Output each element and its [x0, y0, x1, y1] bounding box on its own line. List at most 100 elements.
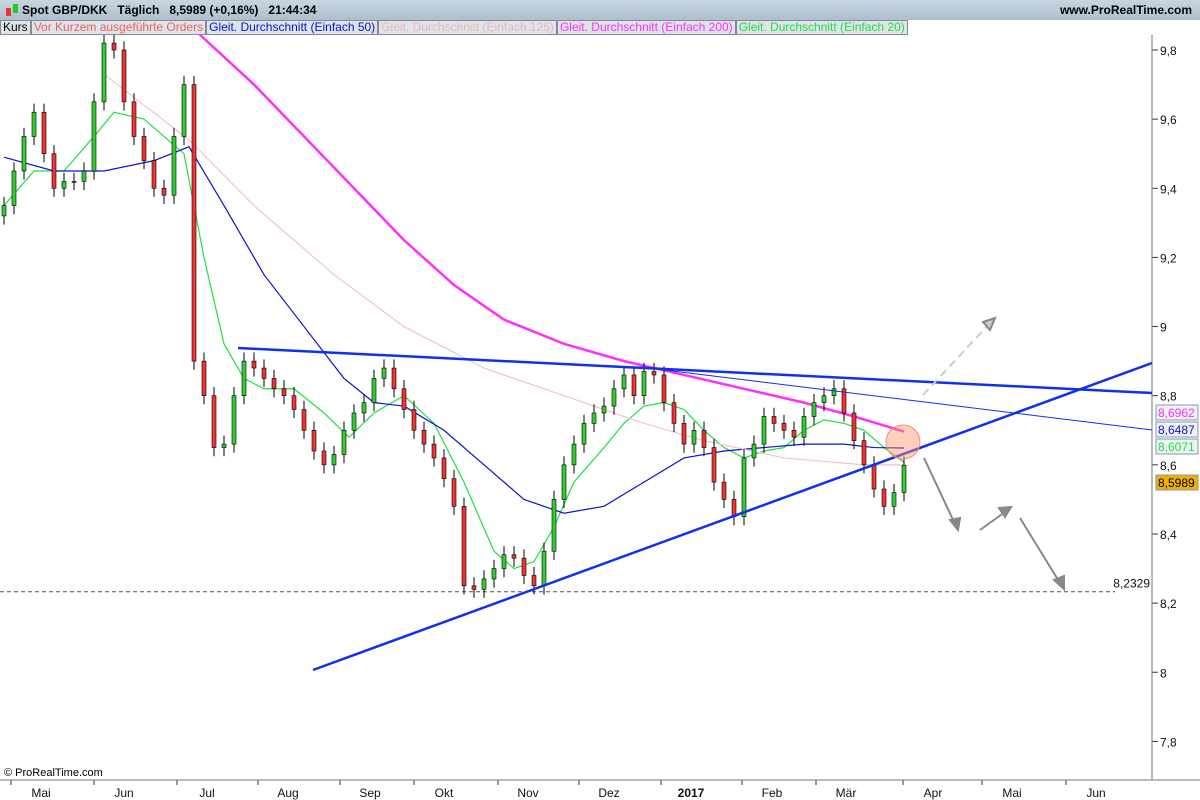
candle [161, 179, 167, 204]
candle [11, 162, 17, 215]
copyright: © ProRealTime.com [4, 767, 103, 779]
x-tick-label: Okt [435, 786, 454, 800]
candle [861, 431, 867, 474]
candle [481, 570, 487, 598]
price-tag-label: 8,6071 [1158, 440, 1195, 454]
legend-item[interactable]: Kurs [0, 20, 31, 35]
candle [491, 559, 497, 588]
x-tick-label: Sep [359, 786, 381, 800]
price-tag [1155, 421, 1199, 438]
candle [331, 445, 337, 474]
legend-item[interactable]: Gleit. Durchschnitt (Einfach 20) [735, 20, 908, 35]
candle [351, 404, 357, 439]
candle [841, 380, 847, 422]
highlight-circle [885, 424, 921, 460]
candle [661, 366, 667, 412]
support-level-label: 8,2329 [1113, 577, 1150, 591]
candle [761, 407, 767, 453]
chart-header: Spot GBP/DKK Täglich 8,5989 (+0,16%) 21:… [0, 0, 1200, 20]
candle [371, 369, 377, 412]
x-tick-label: Feb [762, 786, 783, 800]
candlestick-icon [6, 4, 18, 16]
legend-item[interactable]: Gleit. Durchschnitt (Einfach 200) [556, 20, 736, 35]
candle [431, 435, 437, 467]
candle [251, 352, 257, 377]
x-tick-label: Aug [277, 786, 298, 800]
candle [671, 393, 677, 432]
price-tag-label: 8,5989 [1158, 476, 1195, 490]
y-tick-label: 8,4 [1160, 528, 1177, 542]
x-tick-label: Mai [31, 786, 50, 800]
candle [211, 387, 217, 457]
candle [121, 41, 127, 111]
candle [551, 490, 557, 560]
candle [41, 103, 47, 163]
candle [221, 435, 227, 457]
indicator-legend: Kurs Vor Kurzem ausgeführte Orders Gleit. … [0, 20, 908, 35]
price-tag [1155, 404, 1199, 421]
y-tick-label: 9,2 [1160, 251, 1177, 265]
y-tick-label: 8,2 [1160, 597, 1177, 611]
candle [851, 404, 857, 450]
moving-average-line [103, 73, 904, 466]
candle [601, 397, 607, 422]
candle [21, 127, 27, 180]
price-tag [1155, 438, 1199, 455]
candle [771, 407, 777, 432]
candle [811, 393, 817, 426]
candle [181, 75, 187, 146]
x-tick-label: Jun [114, 786, 133, 800]
candle [51, 145, 57, 197]
trend-annotations [237, 316, 1153, 672]
candle [561, 456, 567, 509]
candle [451, 470, 457, 515]
resistance-trendline [237, 346, 1153, 395]
target-arrow [1019, 517, 1061, 584]
legend-item[interactable]: Gleit. Durchschnitt (Einfach 125) [378, 20, 557, 35]
y-tick-label: 9,6 [1160, 113, 1177, 127]
candle [611, 380, 617, 415]
bullish-arrow [922, 322, 991, 396]
x-tick-label: 2017 [678, 786, 705, 800]
candle [321, 442, 327, 474]
candle [381, 359, 387, 388]
x-tick-label: Dez [598, 786, 619, 800]
y-tick-label: 9,4 [1160, 182, 1177, 196]
candle [901, 456, 907, 502]
candle [571, 435, 577, 474]
y-tick-label: 8,8 [1160, 390, 1177, 404]
candle [361, 393, 367, 422]
candle [831, 380, 837, 405]
resistance-trendline-thin [639, 366, 1153, 431]
candle [71, 172, 77, 191]
legend-item[interactable]: Gleit. Durchschnitt (Einfach 50) [206, 20, 379, 35]
candle [81, 162, 87, 191]
legend-item[interactable]: Vor Kurzem ausgeführte Orders [30, 20, 207, 35]
y-tick-label: 9 [1160, 321, 1167, 335]
candle [231, 387, 237, 453]
candle [621, 366, 627, 398]
candle [791, 421, 797, 446]
candle [701, 421, 707, 457]
candle [151, 151, 157, 197]
candle [141, 127, 147, 170]
candle [31, 103, 37, 146]
candle [281, 380, 287, 405]
candle [721, 473, 727, 509]
x-tick-label: Mär [836, 786, 857, 800]
y-tick-label: 7,8 [1160, 735, 1177, 749]
candle [511, 546, 517, 567]
bearish-arrow [923, 457, 956, 525]
site-link[interactable]: www.ProRealTime.com [1059, 3, 1192, 17]
candle [881, 480, 887, 515]
candle [441, 449, 447, 488]
candle [91, 93, 97, 180]
moving-average-line [193, 28, 905, 433]
chart-title: Spot GBP/DKK Täglich 8,5989 (+0,16%) 21:… [22, 3, 317, 17]
moving-average-line [3, 146, 905, 514]
y-tick-label: 9,8 [1160, 44, 1177, 58]
candle [501, 546, 507, 578]
candle [171, 127, 177, 204]
price-tag-label: 8,6487 [1158, 423, 1195, 437]
